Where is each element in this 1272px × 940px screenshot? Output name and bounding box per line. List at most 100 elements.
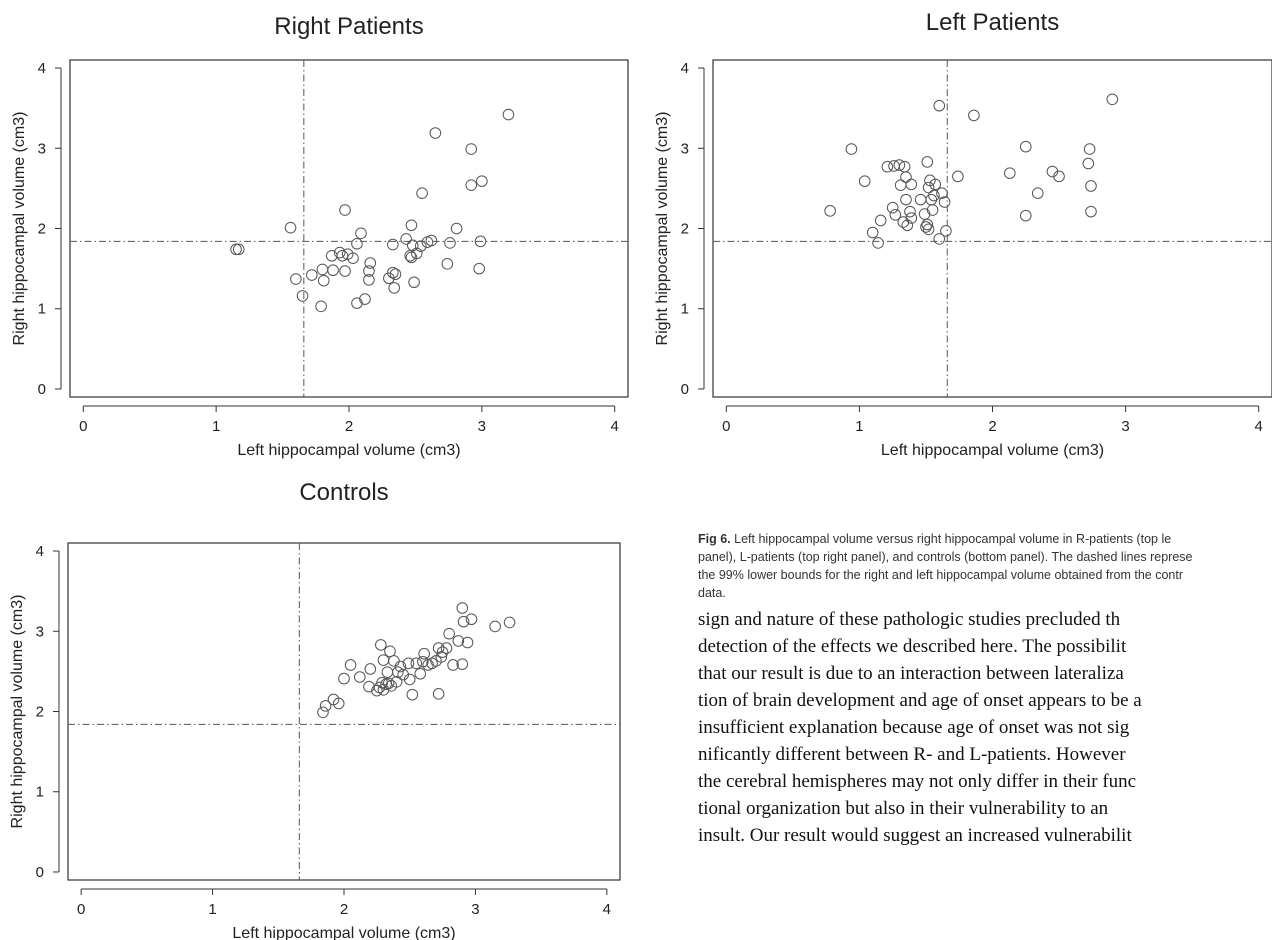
data-point [474, 235, 487, 248]
data-point [465, 179, 478, 191]
data-point [1004, 167, 1016, 179]
figure-caption-line: Left hippocampal volume versus right hip… [734, 532, 1172, 546]
x-axis-label: Left hippocampal volume (cm3) [232, 925, 455, 940]
data-point [936, 187, 948, 199]
data-point [363, 265, 375, 277]
data-point [338, 672, 350, 685]
data-point [933, 233, 946, 245]
data-point [440, 642, 453, 654]
data-point [306, 269, 318, 281]
data-point [921, 156, 934, 168]
data-point [339, 204, 351, 216]
data-point [353, 671, 366, 683]
body-text-line: the cerebral hemispheres may not only di… [698, 771, 1137, 792]
y-tick-label: 4 [681, 60, 689, 77]
x-tick-label: 1 [208, 901, 216, 918]
data-point [388, 282, 400, 294]
data-point [371, 684, 383, 697]
y-tick-label: 1 [36, 784, 44, 801]
data-point [1053, 170, 1065, 183]
data-point [452, 635, 465, 647]
plot-frame [69, 59, 629, 398]
data-point [1031, 187, 1044, 199]
body-text-line: sign and nature of these pathologic stud… [698, 609, 1121, 630]
data-point [845, 143, 858, 155]
scatter-plot-controls: Controls 0 1 2 3 4 0 1 2 3 4 Left hippocampal volum… [9, 479, 621, 940]
data-point [1085, 180, 1097, 192]
data-point [363, 274, 375, 286]
data-point [920, 221, 932, 233]
data-point [1019, 140, 1032, 153]
data-point [900, 193, 912, 206]
data-point [290, 273, 302, 285]
data-point [414, 240, 427, 252]
data-point [319, 700, 332, 712]
data-point [232, 243, 245, 256]
scatter-plot-right-patients: Right Patients 0 1 2 3 4 0 1 2 3 4 Left hippocampal… [11, 13, 629, 459]
y-tick-label: 2 [681, 221, 689, 238]
data-point [355, 227, 367, 240]
data-point [465, 613, 478, 626]
x-tick-label: 0 [77, 901, 85, 918]
data-point [351, 297, 363, 309]
data-point [866, 226, 879, 239]
data-point [403, 673, 416, 686]
data-point [441, 258, 454, 270]
data-point [928, 189, 940, 202]
data-point [952, 170, 964, 183]
y-tick-label: 3 [38, 140, 46, 157]
x-tick-label: 3 [1121, 418, 1129, 435]
data-point [922, 223, 935, 236]
y-tick-label: 1 [681, 301, 689, 318]
data-point [384, 645, 396, 658]
x-tick-label: 4 [611, 418, 619, 435]
data-point [450, 222, 463, 235]
data-point [400, 233, 412, 245]
y-axis-label: Right hippocampal volume (cm3) [11, 112, 28, 346]
data-point [339, 265, 351, 277]
data-point [447, 659, 459, 671]
data-point [894, 179, 907, 191]
data-point [489, 620, 501, 633]
data-point [432, 688, 445, 700]
data-point [1085, 205, 1097, 218]
data-point [905, 212, 918, 224]
data-point [476, 175, 488, 187]
data-point [296, 290, 309, 302]
data-point [414, 667, 427, 680]
data-point [503, 616, 516, 629]
data-point [461, 636, 474, 649]
data-point [230, 243, 242, 256]
data-point [886, 201, 899, 214]
data-point [389, 268, 402, 281]
body-text-line: that our result is due to an interaction… [698, 663, 1124, 684]
figure-caption-line: panel), L-patients (top right panel), an… [698, 550, 1193, 564]
x-tick-label: 3 [478, 418, 486, 435]
data-point [456, 602, 469, 614]
data-point [364, 257, 377, 269]
data-point [317, 706, 329, 719]
data-point [872, 237, 884, 249]
y-tick-label: 3 [36, 623, 44, 640]
data-point [1083, 143, 1096, 155]
data-point [429, 127, 442, 139]
data-point [418, 647, 430, 660]
y-tick-label: 1 [38, 301, 46, 318]
data-point [405, 219, 418, 232]
x-tick-label: 0 [722, 418, 730, 435]
x-axis-label: Left hippocampal volume (cm3) [237, 442, 460, 459]
body-text-line: tional organization but also in their vu… [698, 798, 1109, 819]
figure-caption-label: Fig 6. [698, 532, 731, 546]
x-axis-label: Left hippocampal volume (cm3) [881, 442, 1104, 459]
data-point [332, 697, 345, 710]
data-point [922, 181, 935, 194]
y-axis-label: Right hippocampal volume (cm3) [654, 112, 671, 346]
x-tick-label: 1 [212, 418, 220, 435]
data-point [926, 204, 939, 216]
data-point [889, 209, 902, 221]
chart-title: Right Patients [274, 13, 423, 40]
body-text-line: detection of the effects we described he… [698, 636, 1127, 657]
y-tick-label: 3 [681, 140, 689, 157]
data-point [900, 171, 912, 183]
data-point [316, 263, 329, 276]
